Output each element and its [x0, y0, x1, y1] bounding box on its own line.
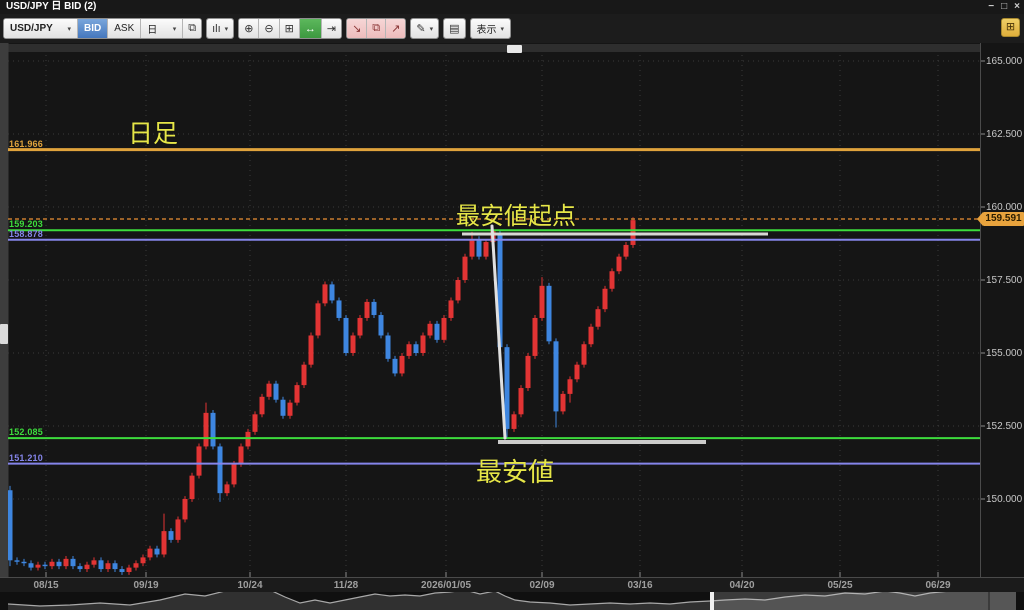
chevron-down-icon: ▾: [67, 25, 71, 33]
maximize-button[interactable]: □: [1001, 1, 1008, 12]
chevron-down-icon: ▾: [500, 25, 505, 33]
date-axis-label: 09/19: [133, 580, 159, 591]
hline-price-label: 159.203: [9, 219, 43, 230]
bid-button[interactable]: BID: [78, 19, 109, 38]
chevron-down-icon: ▾: [224, 25, 229, 33]
hline-price-label: 161.966: [9, 138, 43, 149]
price-axis-label: 160.000: [986, 202, 1023, 213]
text-annotation: 日足: [128, 120, 179, 148]
window-title: USD/JPY 日 BID (2): [6, 1, 97, 12]
navigator[interactable]: [0, 586, 1024, 610]
minimize-button[interactable]: −: [988, 1, 995, 12]
display-group: 表示 ▾: [469, 18, 512, 39]
edit-group: ▤: [443, 18, 466, 39]
text-annotation: 最安値: [476, 457, 555, 487]
symbol-select[interactable]: USD/JPY ▾: [4, 19, 78, 38]
price-axis-label: 157.500: [986, 275, 1023, 286]
layout-grid-icon[interactable]: ⊞: [1001, 18, 1020, 37]
price-axis-label: 162.500: [986, 129, 1023, 140]
chevron-down-icon: ▾: [172, 25, 177, 33]
price-axis-label: 150.000: [986, 494, 1023, 505]
price-axis-label: 155.000: [986, 348, 1023, 359]
order-tool-icon-1[interactable]: ↘: [347, 19, 368, 38]
date-axis-label: 11/28: [333, 580, 359, 591]
zoom-out-icon[interactable]: ⊖: [259, 19, 280, 38]
zoom-in-icon[interactable]: ⊕: [239, 19, 260, 38]
horizontal-scrollbar-thumb[interactable]: [507, 45, 522, 53]
price-axis-label: 152.500: [986, 421, 1023, 432]
window-controls: − □ ×: [988, 0, 1020, 14]
price-axis-divider: [980, 43, 981, 577]
date-axis-label: 04/20: [729, 580, 755, 591]
toolbar: USD/JPY ▾ BID ASK 日 ▾ ⧉ ılı ▾ ⊕ ⊖ ⊞ ↔ ⇥: [0, 14, 1024, 43]
date-axis-label: 02/09: [529, 580, 555, 591]
bar-chart-icon: ılı: [212, 22, 221, 35]
timeframe-select[interactable]: 日 ▾: [141, 19, 184, 38]
candlestick-chart-canvas[interactable]: [0, 43, 1024, 577]
hline-price-label: 158.878: [9, 228, 43, 239]
date-axis-label: 05/25: [827, 580, 853, 591]
price-axis-label: 165.000: [986, 56, 1023, 67]
close-button[interactable]: ×: [1014, 1, 1020, 12]
navigator-right-cap: [990, 592, 1016, 610]
draw-group: ✎ ▾: [410, 18, 440, 39]
navigator-view-window[interactable]: [712, 592, 990, 610]
vertical-scrollbar[interactable]: [0, 43, 8, 577]
symbol-group: USD/JPY ▾ BID ASK 日 ▾ ⧉: [3, 18, 203, 39]
date-axis: 08/15 09/19 10/24 11/28 2026/01/05 02/09 03/16…: [0, 577, 1024, 592]
chevron-down-icon: ▾: [429, 25, 434, 33]
auto-scale-icon[interactable]: ↔: [299, 19, 322, 38]
hline-price-label: 151.210: [9, 452, 43, 463]
compare-icon[interactable]: ⧉: [183, 19, 202, 38]
order-tools-group: ↘ ⧉ ↗: [346, 18, 407, 39]
order-tool-icon-3[interactable]: ↗: [386, 19, 406, 38]
current-price-badge: 159.591: [977, 211, 1024, 226]
hline-price-label: 152.085: [9, 427, 43, 438]
date-axis-label: 06/29: [925, 580, 951, 591]
navigator-handle[interactable]: [710, 592, 714, 610]
horizontal-scrollbar[interactable]: [8, 44, 980, 53]
vertical-scrollbar-thumb[interactable]: [0, 324, 8, 344]
chart-type-button[interactable]: ılı ▾: [207, 19, 234, 38]
date-axis-label: 08/15: [33, 580, 59, 591]
date-axis-label: 10/24: [237, 580, 263, 591]
edit-chart-icon[interactable]: ▤: [444, 19, 465, 38]
title-bar: USD/JPY 日 BID (2) − □ ×: [0, 0, 1024, 14]
zoom-group: ⊕ ⊖ ⊞ ↔ ⇥: [238, 18, 343, 39]
order-tool-icon-2[interactable]: ⧉: [367, 19, 387, 38]
chart-region: 165.000 162.500 160.000 157.500 155.000 152.5…: [0, 43, 1024, 577]
pencil-icon[interactable]: ✎ ▾: [411, 19, 439, 38]
date-axis-label: 2026/01/05: [420, 580, 472, 591]
fit-width-icon[interactable]: ⊞: [279, 19, 300, 38]
chart-type-group: ılı ▾: [206, 18, 235, 39]
date-axis-label: 03/16: [627, 580, 653, 591]
text-annotation: 最安値起点: [456, 203, 576, 230]
display-menu-button[interactable]: 表示 ▾: [470, 19, 511, 38]
scroll-to-end-icon[interactable]: ⇥: [321, 19, 342, 38]
ask-button[interactable]: ASK: [108, 19, 142, 38]
